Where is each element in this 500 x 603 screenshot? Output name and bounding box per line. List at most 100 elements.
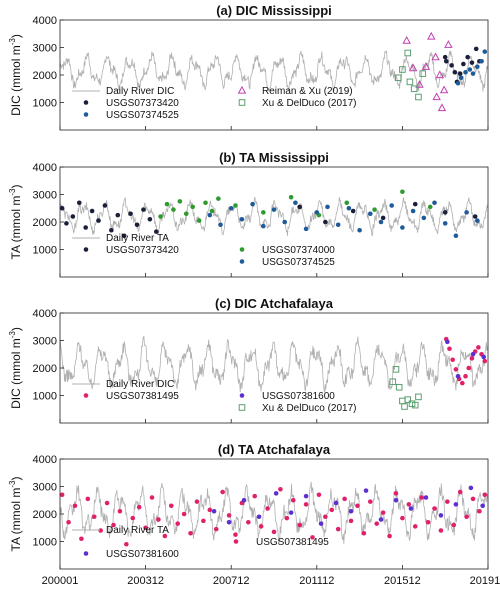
data-point xyxy=(246,519,251,525)
y-tick-label: 1000 xyxy=(33,245,57,257)
data-point xyxy=(59,492,65,498)
x-tick-label: 201912 xyxy=(470,575,500,587)
data-point xyxy=(389,203,395,208)
data-point xyxy=(374,521,380,526)
data-point xyxy=(171,207,176,212)
data-point xyxy=(368,211,373,217)
legend-label: Reiman & Xu (2019) xyxy=(262,86,353,97)
data-point xyxy=(467,67,473,72)
data-point xyxy=(121,233,127,239)
data-point xyxy=(482,358,488,364)
data-point xyxy=(70,214,76,219)
y-tick-label: 3000 xyxy=(33,482,57,494)
data-point xyxy=(469,356,475,361)
panel-title: (a) DIC Mississippi xyxy=(216,3,332,18)
data-point xyxy=(449,63,454,68)
data-point xyxy=(194,499,200,504)
data-point xyxy=(154,229,159,234)
data-point xyxy=(392,366,400,373)
data-point xyxy=(455,80,461,86)
data-point xyxy=(475,64,480,70)
legend-label: USGS07374000 xyxy=(262,245,335,256)
data-point xyxy=(124,541,129,547)
data-point xyxy=(177,199,183,204)
legend-label: USGS07381600 xyxy=(262,391,335,402)
data-point xyxy=(117,508,123,514)
data-point xyxy=(472,214,478,219)
data-point xyxy=(323,514,328,520)
data-point xyxy=(226,513,232,518)
data-point xyxy=(335,222,341,228)
data-point xyxy=(256,514,262,520)
data-point xyxy=(233,532,238,537)
data-point xyxy=(455,373,461,379)
data-point xyxy=(271,529,277,535)
legend-marker xyxy=(238,99,246,106)
data-point xyxy=(258,524,264,529)
data-point xyxy=(421,62,431,70)
data-point xyxy=(406,78,414,86)
data-point xyxy=(408,506,414,511)
data-point xyxy=(415,393,422,401)
data-point xyxy=(450,357,455,363)
data-point xyxy=(470,351,476,357)
data-point xyxy=(452,69,458,75)
data-point xyxy=(458,75,464,81)
data-point xyxy=(181,511,187,517)
data-point xyxy=(216,196,221,201)
data-point xyxy=(143,525,148,531)
data-point xyxy=(475,218,480,223)
data-point xyxy=(404,49,412,57)
legend-marker xyxy=(239,393,245,398)
panel-title: (b) TA Mississippi xyxy=(219,150,329,165)
legend-marker xyxy=(237,85,247,94)
data-point xyxy=(427,31,436,40)
data-point xyxy=(394,74,402,82)
data-point xyxy=(457,489,463,495)
data-point xyxy=(408,63,418,72)
data-point xyxy=(387,533,392,539)
data-point xyxy=(412,524,418,529)
data-point xyxy=(399,66,406,73)
data-point xyxy=(438,528,444,533)
data-point xyxy=(218,222,223,228)
x-tick-label: 200001 xyxy=(42,575,79,587)
daily-river-line xyxy=(59,196,489,237)
data-point xyxy=(419,495,424,500)
data-point xyxy=(91,514,97,520)
data-point xyxy=(432,506,437,511)
data-point xyxy=(201,518,206,524)
data-point xyxy=(323,219,328,225)
data-point xyxy=(442,54,448,60)
data-point xyxy=(438,513,444,518)
data-point xyxy=(470,71,476,76)
data-point xyxy=(128,211,133,217)
data-point xyxy=(64,221,69,226)
data-point xyxy=(261,210,266,215)
y-tick-label: 1000 xyxy=(33,98,57,110)
data-point xyxy=(241,497,247,503)
data-point xyxy=(271,207,277,212)
data-point xyxy=(164,201,170,207)
panel-4: (d) TA Atchafalaya 1000 2000 3000 4000 200001… xyxy=(8,442,500,587)
data-point xyxy=(72,503,78,509)
data-point xyxy=(412,201,418,207)
data-point xyxy=(372,207,377,212)
y-tick-label: 2000 xyxy=(33,217,57,229)
data-point xyxy=(196,218,202,223)
y-tick-label: 3000 xyxy=(33,190,57,202)
y-axis-label: TA (mmol m-3) xyxy=(8,477,23,552)
y-tick-label: 1000 xyxy=(33,537,57,549)
data-point xyxy=(463,69,468,75)
data-point xyxy=(444,40,453,48)
legend-marker xyxy=(239,247,245,252)
data-point xyxy=(427,204,433,210)
data-point xyxy=(162,533,168,539)
data-point xyxy=(378,517,384,522)
data-point xyxy=(213,526,219,532)
legend-label: Xu & DelDuco (2017) xyxy=(262,403,357,414)
data-point xyxy=(395,383,403,391)
data-point xyxy=(442,210,448,215)
data-point xyxy=(209,208,215,214)
